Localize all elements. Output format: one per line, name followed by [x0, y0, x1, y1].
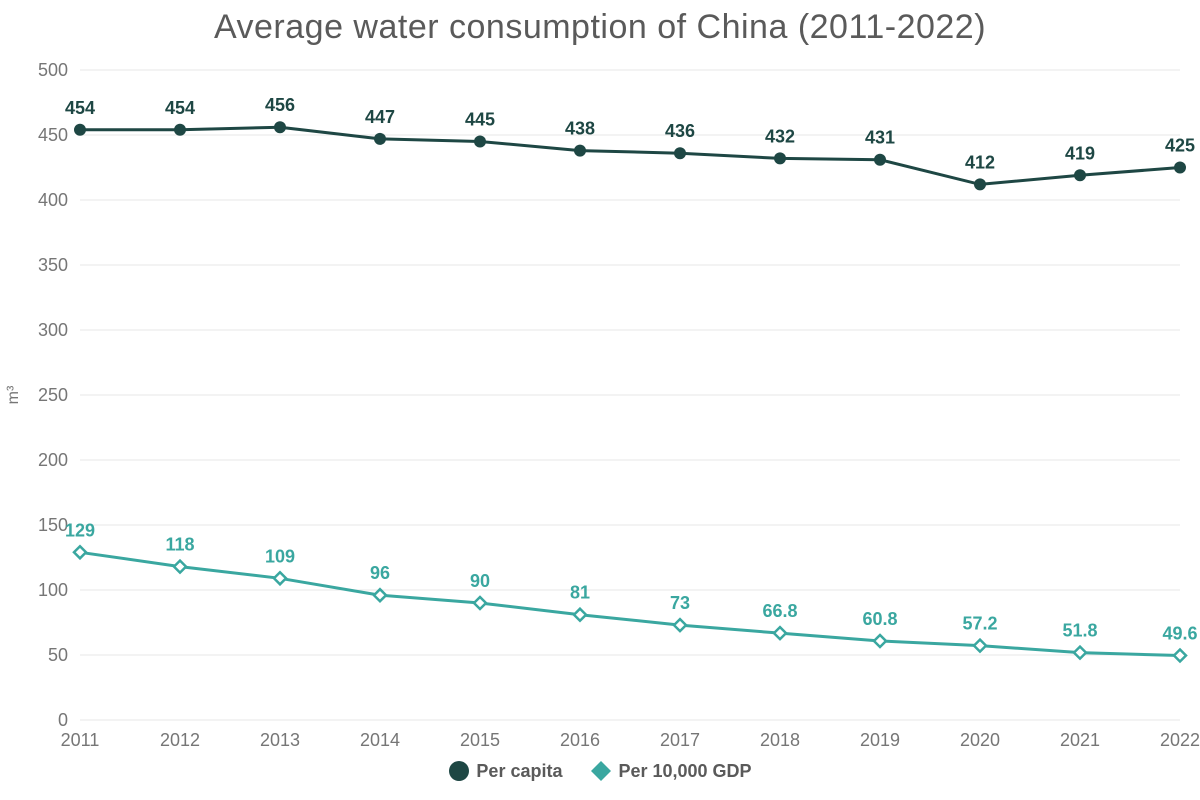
series-marker — [374, 589, 386, 601]
series-marker — [674, 147, 686, 159]
series-marker — [74, 546, 86, 558]
series-marker — [174, 124, 186, 136]
y-tick-label: 200 — [38, 450, 68, 470]
x-tick-label: 2021 — [1060, 730, 1100, 750]
data-label: 90 — [470, 571, 490, 591]
series-marker — [274, 572, 286, 584]
circle-icon — [448, 760, 470, 782]
chart-container: Average water consumption of China (2011… — [0, 0, 1200, 800]
x-tick-label: 2012 — [160, 730, 200, 750]
data-label: 109 — [265, 546, 295, 566]
series-marker — [574, 609, 586, 621]
series-marker — [74, 124, 86, 136]
y-axis-label: m³ — [5, 385, 22, 404]
y-tick-label: 350 — [38, 255, 68, 275]
data-label: 419 — [1065, 143, 1095, 163]
x-tick-label: 2018 — [760, 730, 800, 750]
series-marker — [1074, 169, 1086, 181]
x-tick-label: 2017 — [660, 730, 700, 750]
y-tick-label: 450 — [38, 125, 68, 145]
series-marker — [874, 635, 886, 647]
series-marker — [1074, 647, 1086, 659]
data-label: 49.6 — [1162, 624, 1197, 644]
y-tick-label: 250 — [38, 385, 68, 405]
data-label: 431 — [865, 128, 895, 148]
data-label: 447 — [365, 107, 395, 127]
data-label: 445 — [465, 110, 495, 130]
x-tick-label: 2022 — [1160, 730, 1200, 750]
x-tick-label: 2013 — [260, 730, 300, 750]
legend-item: Per capita — [448, 760, 562, 782]
series-line-1 — [80, 552, 1180, 655]
series-marker — [974, 178, 986, 190]
series-marker — [874, 154, 886, 166]
data-label: 456 — [265, 95, 295, 115]
series-marker — [674, 619, 686, 631]
diamond-icon — [590, 760, 612, 782]
series-marker — [1174, 162, 1186, 174]
series-marker — [474, 136, 486, 148]
chart-plot: 0 50 100 150 200 250 300 350 400 450 500 m³ 2011 2012… — [0, 0, 1200, 800]
y-tick-label: 0 — [58, 710, 68, 730]
data-label: 51.8 — [1062, 621, 1097, 641]
series-marker — [774, 627, 786, 639]
y-tick-label: 400 — [38, 190, 68, 210]
y-tick-label: 150 — [38, 515, 68, 535]
data-label: 454 — [165, 98, 195, 118]
data-label: 60.8 — [862, 609, 897, 629]
legend-item: Per 10,000 GDP — [590, 760, 751, 782]
series-marker — [374, 133, 386, 145]
data-label: 425 — [1165, 136, 1195, 156]
x-tick-label: 2014 — [360, 730, 400, 750]
series-marker — [274, 121, 286, 133]
series-marker — [474, 597, 486, 609]
series-marker — [1174, 650, 1186, 662]
series-marker — [174, 561, 186, 573]
data-label: 454 — [65, 98, 95, 118]
x-tick-label: 2019 — [860, 730, 900, 750]
data-label: 57.2 — [962, 614, 997, 634]
legend-label: Per 10,000 GDP — [618, 761, 751, 782]
data-label: 66.8 — [762, 601, 797, 621]
data-label: 96 — [370, 563, 390, 583]
series-marker — [574, 145, 586, 157]
data-label: 436 — [665, 121, 695, 141]
y-tick-label: 300 — [38, 320, 68, 340]
legend-label: Per capita — [476, 761, 562, 782]
chart-legend: Per capita Per 10,000 GDP — [0, 760, 1200, 782]
x-tick-label: 2015 — [460, 730, 500, 750]
data-label: 432 — [765, 126, 795, 146]
y-tick-label: 100 — [38, 580, 68, 600]
x-tick-label: 2020 — [960, 730, 1000, 750]
series-marker — [974, 640, 986, 652]
data-label: 81 — [570, 583, 590, 603]
series-line-0 — [80, 127, 1180, 184]
data-label: 129 — [65, 520, 95, 540]
data-label: 118 — [165, 535, 194, 555]
data-label: 412 — [965, 152, 995, 172]
x-tick-label: 2011 — [61, 730, 100, 750]
data-label: 438 — [565, 119, 595, 139]
data-label: 73 — [670, 593, 690, 613]
series-marker — [774, 152, 786, 164]
y-tick-label: 50 — [48, 645, 68, 665]
y-tick-label: 500 — [38, 60, 68, 80]
x-tick-label: 2016 — [560, 730, 600, 750]
